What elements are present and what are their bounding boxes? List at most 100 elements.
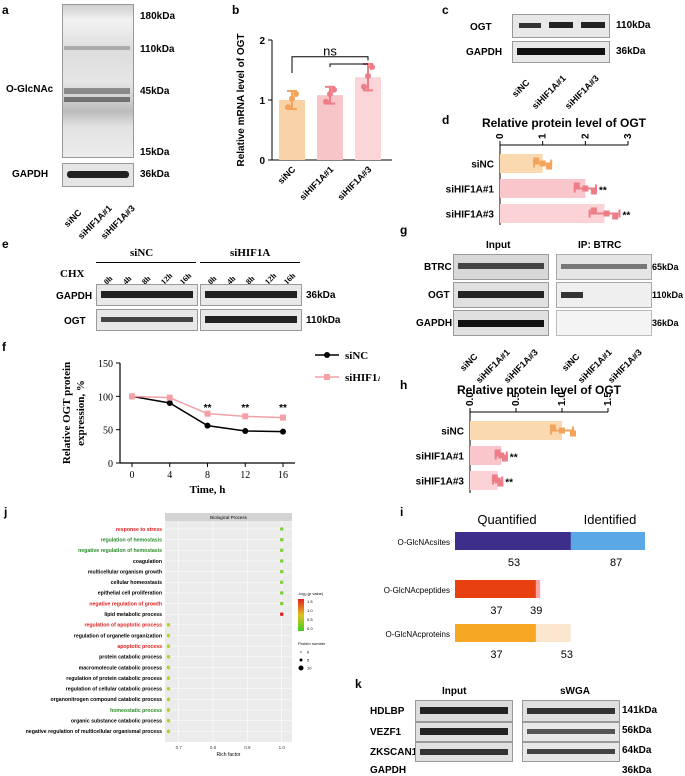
data-point [280, 414, 286, 421]
panel-k-row-gapdh: GAPDH [370, 765, 407, 776]
x-tick-label: 1 [538, 133, 549, 139]
legend-title: -log₁₀(p value) [298, 591, 324, 596]
color-bar [298, 599, 304, 631]
y-tick-label: 0 [108, 459, 113, 470]
legend-tick: 0.5 [307, 617, 313, 622]
bar-quantified [455, 624, 536, 642]
data-point [365, 73, 371, 79]
panel-d-letter: d [442, 113, 450, 127]
category-label: siHIF1A#3 [416, 477, 465, 488]
panel-c-lane-3: siHIF1A#3 [563, 73, 601, 112]
legend-marker [324, 374, 330, 380]
data-point [279, 601, 284, 606]
value-label: 53 [561, 649, 573, 661]
legend-tick: 1.5 [307, 599, 313, 604]
data-point [242, 413, 249, 420]
panel-k-marker-141: 141kDa [622, 705, 658, 716]
category-label: siHIF1A#1 [416, 452, 465, 463]
x-tick-label: 0.5 [511, 392, 522, 406]
data-point [549, 424, 556, 431]
panel-a-marker-45: 45kDa [140, 86, 170, 97]
panel-c-marker-110: 110kDa [616, 20, 651, 31]
y-tick-label: 50 [103, 426, 113, 437]
bar [500, 154, 543, 173]
category-label: siHIF1A#3 [446, 210, 495, 221]
x-axis-label: Time, h [190, 484, 226, 495]
data-point [166, 644, 171, 648]
data-point [166, 676, 171, 680]
term-label: response to stress [116, 527, 162, 533]
data-point [204, 422, 211, 429]
data-point [129, 393, 135, 400]
panel-a-gapdh-blot [62, 163, 134, 187]
data-point [166, 665, 171, 670]
sig-label: ** [279, 403, 287, 414]
strip-background [165, 513, 292, 521]
data-point [279, 559, 284, 563]
x-tick-label: 0.9 [244, 745, 251, 750]
y-tick-label: 150 [98, 359, 113, 370]
data-point [612, 213, 619, 220]
panel-e-row-ogt: OGT [64, 316, 86, 327]
data-point [166, 697, 171, 702]
category-label: siNC [441, 427, 464, 438]
data-point [166, 394, 173, 401]
panel-e-group-sihif1a: siHIF1A [230, 247, 271, 259]
sig-label: ** [204, 403, 212, 414]
panel-k-input-zkscan1 [415, 742, 513, 762]
data-point [166, 686, 171, 691]
panel-c-blot-ogt [512, 14, 610, 38]
panel-c-row-ogt: OGT [470, 22, 492, 33]
panel-g-marker-65: 65kDa [652, 262, 679, 272]
panel-g-marker-36: 36kDa [652, 318, 679, 328]
chart-title: Relative protein level of OGT [457, 383, 622, 397]
term-label: apoptotic process [117, 644, 162, 650]
panel-g-marker-110: 110kDa [652, 290, 684, 300]
x-tick-label: 3 [623, 133, 634, 139]
panel-g-ip-btrc [556, 254, 652, 280]
bar-quantified [455, 580, 536, 598]
x-tick-label: 0.0 [465, 392, 476, 406]
panel-a-marker-110: 110kDa [140, 44, 175, 55]
legend-size-marker [300, 651, 302, 653]
x-tick-label: 16 [278, 470, 288, 481]
panel-g-input-ogt [453, 282, 549, 308]
panel-k-marker-56: 56kDa [622, 725, 652, 736]
data-point [590, 207, 597, 214]
category-label: O-GlcNAcproteins [386, 630, 450, 639]
panel-g-ip-gapdh [556, 310, 652, 336]
panel-k-swga-vezf1 [522, 722, 620, 742]
data-point [369, 64, 375, 70]
x-tick-label: 0 [130, 470, 135, 481]
x-tick-label: siHIF1A#1 [298, 164, 336, 202]
data-point [323, 98, 329, 105]
x-tick-label: 12 [240, 470, 250, 481]
data-point [361, 83, 367, 90]
data-point [279, 527, 284, 531]
data-point [293, 91, 299, 97]
panel-g-input-gapdh [453, 310, 549, 336]
legend-tick: 0 [307, 650, 310, 655]
x-tick-label: siHIF1A#3 [336, 164, 374, 202]
data-point [590, 188, 597, 195]
panel-e-marker-36: 36kDa [306, 290, 336, 301]
sig-label: ns [323, 44, 337, 59]
legend-tick: 0.0 [307, 626, 313, 631]
chart-title: Relative protein level of OGT [482, 116, 647, 130]
panel-g-input-label: Input [486, 240, 511, 251]
panel-k-input-vezf1 [415, 722, 513, 742]
panel-k-row-vezf1: VEZF1 [370, 727, 402, 738]
data-point [166, 718, 171, 723]
data-point [166, 623, 171, 627]
data-point [285, 104, 291, 111]
panel-a-band-110 [64, 46, 130, 50]
data-point [279, 580, 284, 585]
data-point [539, 160, 546, 167]
data-point [546, 163, 553, 170]
term-label: negative regulation of hemostasis [78, 548, 162, 554]
y-axis-label: expression, % [75, 380, 87, 446]
x-tick-label: 0 [495, 133, 506, 139]
y-tick-label: 0 [259, 156, 265, 167]
panel-e-blot-gapdh-1 [96, 284, 198, 306]
